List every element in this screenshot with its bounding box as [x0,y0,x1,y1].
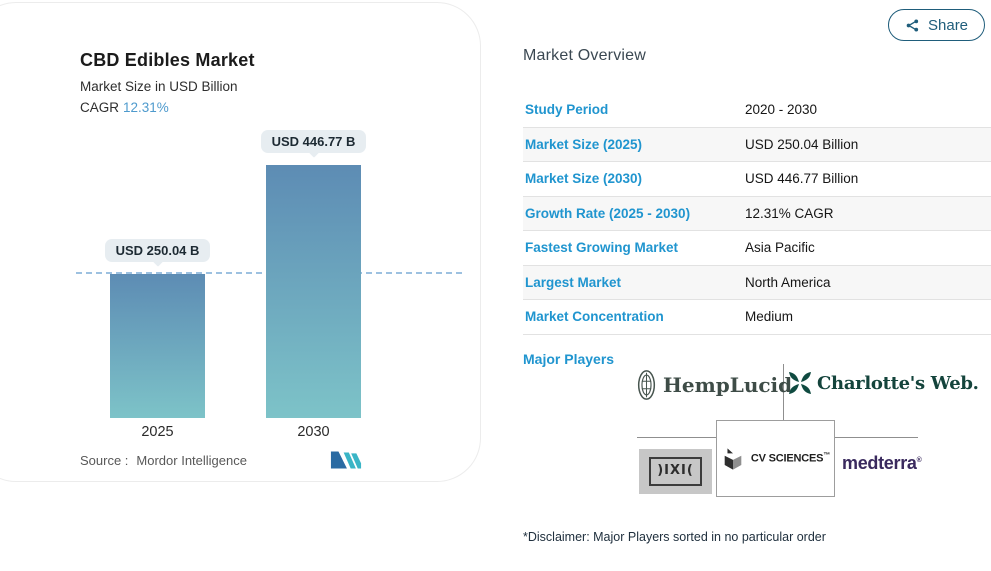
player-logo-dixie: )IXI( [639,449,712,494]
bar-2030 [266,165,361,418]
row-label: Growth Rate (2025 - 2030) [525,205,691,221]
major-players-label: Major Players [523,351,615,367]
bar-column-2030: USD 446.77 B [260,130,367,418]
row-value: Asia Pacific [745,240,815,256]
chart-source: Source : Mordor Intelligence [80,453,247,468]
row-value: North America [745,274,831,290]
source-value: Mordor Intelligence [136,453,247,468]
x-axis-label-2025: 2025 [141,424,174,440]
table-row: Study Period 2020 - 2030 [523,93,991,128]
bar-value-label-2025: USD 250.04 B [104,238,211,262]
dixie-wordmark: )IXI( [649,457,702,486]
row-value: Medium [745,309,794,325]
table-row: Market Size (2025) USD 250.04 Billion [523,127,991,162]
row-value: 12.31% CAGR [745,205,834,221]
row-label: Study Period [525,102,609,118]
medterra-wordmark: medterra [842,453,917,473]
table-row: Growth Rate (2025 - 2030) 12.31% CAGR [523,196,991,231]
cv-sciences-wordmark: CV SCIENCES™ [750,452,831,465]
row-value: 2020 - 2030 [745,102,818,118]
hemplucid-emblem-icon [637,369,656,401]
share-icon [905,18,920,33]
medterra-registered-mark: ® [916,457,922,464]
bar-2025 [110,273,205,418]
cv-sciences-tm: ™ [823,452,831,460]
cagr-value: 12.31% [123,100,169,115]
bar-column-2025: USD 250.04 B [104,130,211,418]
charlottes-web-leaf-icon [788,371,812,395]
chart-subtitle: Market Size in USD Billion [80,79,238,94]
player-logo-cv-sciences: CV SCIENCES™ [716,420,835,497]
x-axis-label-2030: 2030 [297,424,330,440]
player-logo-medterra: medterra® [842,453,922,474]
row-label: Fastest Growing Market [525,240,679,256]
overview-table: Study Period 2020 - 2030 Market Size (20… [523,93,991,335]
row-label: Market Size (2025) [525,136,643,152]
bar-chart-plot: USD 250.04 B USD 446.77 B 2025 2030 [76,130,462,440]
share-button-label: Share [928,16,969,34]
cv-sciences-cube-icon [721,446,745,471]
source-label: Source : [80,453,129,468]
hemplucid-wordmark: HempLucid [663,373,793,397]
share-button[interactable]: Share [888,9,986,41]
chart-title: CBD Edibles Market [80,50,255,70]
charlottes-web-wordmark: Charlotte's Web. [817,372,979,394]
player-logo-charlottes-web: Charlotte's Web. [788,371,979,395]
table-row: Largest Market North America [523,265,991,300]
row-label: Largest Market [525,274,622,290]
player-logo-hemplucid: HempLucid [637,369,792,401]
row-label: Market Size (2030) [525,171,643,187]
row-value: USD 250.04 Billion [745,136,859,152]
cagr-label: CAGR [80,100,120,115]
row-value: USD 446.77 Billion [745,171,859,187]
table-row: Market Concentration Medium [523,300,991,335]
chart-cagr: CAGR 12.31% [80,100,169,115]
players-disclaimer: *Disclaimer: Major Players sorted in no … [523,530,826,544]
bar-value-label-2030: USD 446.77 B [260,130,367,153]
mordor-intelligence-logo-icon [330,450,362,470]
overview-title: Market Overview [523,47,647,64]
table-row: Market Size (2030) USD 446.77 Billion [523,162,991,197]
chart-card [0,2,481,482]
row-label: Market Concentration [525,309,664,325]
table-row: Fastest Growing Market Asia Pacific [523,231,991,266]
players-vertical-divider [783,364,784,420]
